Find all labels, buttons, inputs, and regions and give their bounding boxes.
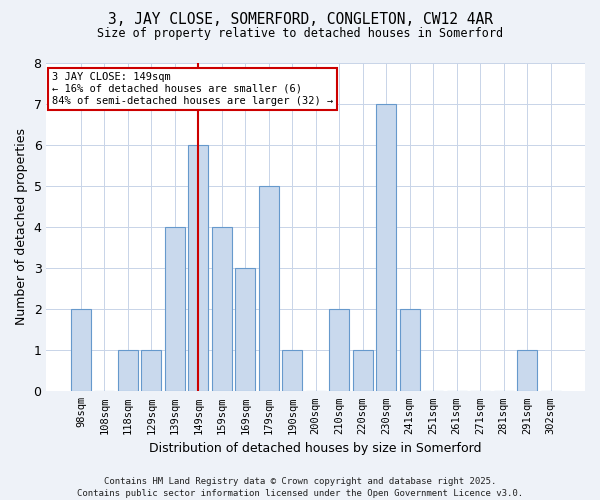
Bar [329, 309, 349, 392]
Bar [259, 186, 279, 392]
Bar [142, 350, 161, 392]
Bar [165, 227, 185, 392]
Y-axis label: Number of detached properties: Number of detached properties [15, 128, 28, 326]
Bar [400, 309, 419, 392]
Bar [353, 350, 373, 392]
Bar [235, 268, 255, 392]
Bar [282, 350, 302, 392]
Text: 3, JAY CLOSE, SOMERFORD, CONGLETON, CW12 4AR: 3, JAY CLOSE, SOMERFORD, CONGLETON, CW12… [107, 12, 493, 28]
Text: Contains HM Land Registry data © Crown copyright and database right 2025.
Contai: Contains HM Land Registry data © Crown c… [77, 476, 523, 498]
Bar [118, 350, 138, 392]
Bar [517, 350, 537, 392]
Bar [71, 309, 91, 392]
Bar [188, 144, 208, 392]
Text: 3 JAY CLOSE: 149sqm
← 16% of detached houses are smaller (6)
84% of semi-detache: 3 JAY CLOSE: 149sqm ← 16% of detached ho… [52, 72, 333, 106]
Bar [212, 227, 232, 392]
Text: Size of property relative to detached houses in Somerford: Size of property relative to detached ho… [97, 28, 503, 40]
Bar [376, 104, 396, 392]
X-axis label: Distribution of detached houses by size in Somerford: Distribution of detached houses by size … [149, 442, 482, 455]
